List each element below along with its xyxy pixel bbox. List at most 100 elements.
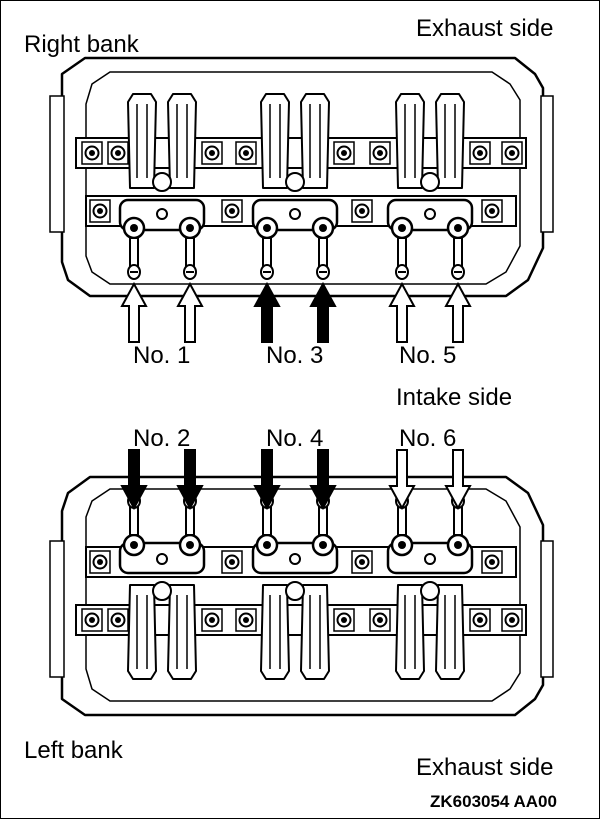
left-bank-label: Left bank bbox=[24, 737, 123, 764]
bolt-head bbox=[484, 554, 500, 570]
bolt-center bbox=[359, 559, 365, 565]
bolt-head bbox=[504, 612, 520, 628]
bolt-center bbox=[489, 208, 495, 214]
rocker-boss bbox=[420, 581, 440, 601]
head-outline bbox=[60, 475, 545, 717]
bolt-center bbox=[209, 617, 215, 623]
cylinder-no1-label: No. 1 bbox=[133, 342, 191, 369]
adjuster-rod bbox=[262, 237, 272, 269]
adjuster-center bbox=[130, 541, 138, 549]
arrow-outline-icon bbox=[444, 281, 472, 343]
rocker-arm bbox=[167, 93, 197, 189]
bolt-head bbox=[224, 203, 240, 219]
left-flange bbox=[49, 540, 65, 678]
rocker-arm bbox=[395, 584, 425, 680]
adjuster-rod bbox=[129, 237, 139, 269]
bridge-hole bbox=[424, 208, 436, 220]
head-outline bbox=[60, 56, 545, 298]
arrow-filled-icon bbox=[253, 449, 281, 511]
adjuster-center bbox=[186, 224, 194, 232]
adjuster-rod bbox=[453, 237, 463, 269]
intake-side-label: Intake side bbox=[396, 384, 513, 411]
bolt-center bbox=[89, 150, 95, 156]
bolt-head bbox=[204, 145, 220, 161]
bolt-head bbox=[84, 145, 100, 161]
adjuster-center bbox=[454, 541, 462, 549]
rocker-arm bbox=[395, 93, 425, 189]
arrow-filled-icon bbox=[253, 281, 281, 343]
top-exhaust-side-label: Exhaust side bbox=[416, 15, 554, 42]
bolt-center bbox=[509, 150, 515, 156]
bolt-center bbox=[243, 150, 249, 156]
bolt-center bbox=[341, 617, 347, 623]
right-flange bbox=[540, 540, 554, 678]
arrow-filled-icon bbox=[309, 449, 337, 511]
right-flange bbox=[540, 95, 554, 233]
rocker-boss bbox=[285, 172, 305, 192]
bolt-center bbox=[97, 559, 103, 565]
adjuster-rod bbox=[397, 237, 407, 269]
bolt-head bbox=[354, 203, 370, 219]
right-bank-label: Right bank bbox=[24, 31, 139, 58]
rocker-arm bbox=[300, 93, 330, 189]
bolt-center bbox=[489, 559, 495, 565]
bolt-center bbox=[115, 617, 121, 623]
arrow-outline-icon bbox=[388, 449, 416, 511]
bridge-hole bbox=[289, 553, 301, 565]
head-inner-outline bbox=[85, 488, 521, 702]
bolt-center bbox=[229, 208, 235, 214]
adjuster-center bbox=[263, 541, 271, 549]
cylinder-no2-label: No. 2 bbox=[133, 425, 191, 452]
bottom-exhaust-side-label: Exhaust side bbox=[416, 754, 554, 781]
cylinder-no4-label: No. 4 bbox=[266, 425, 324, 452]
arrow-outline-icon bbox=[120, 281, 148, 343]
adjuster-center bbox=[263, 224, 271, 232]
bolt-head bbox=[354, 554, 370, 570]
arrow-outline-icon bbox=[388, 281, 416, 343]
left-flange bbox=[49, 95, 65, 233]
rocker-boss bbox=[152, 172, 172, 192]
adjuster-center bbox=[130, 224, 138, 232]
bridge-hole bbox=[424, 553, 436, 565]
right-bank-cylinder-head bbox=[49, 56, 554, 298]
rocker-arm bbox=[300, 584, 330, 680]
bolt-head bbox=[238, 612, 254, 628]
arrow-filled-icon bbox=[120, 449, 148, 511]
adjuster-center bbox=[454, 224, 462, 232]
bolt-center bbox=[97, 208, 103, 214]
arrow-filled-icon bbox=[176, 449, 204, 511]
bolt-center bbox=[377, 150, 383, 156]
cylinder-no6-label: No. 6 bbox=[399, 425, 457, 452]
bolt-center bbox=[359, 208, 365, 214]
bolt-head bbox=[110, 612, 126, 628]
left-bank-arrows bbox=[120, 449, 472, 511]
bolt-head bbox=[472, 612, 488, 628]
figure-code: ZK603054 AA00 bbox=[430, 792, 557, 811]
head-inner-outline bbox=[85, 71, 521, 285]
bolt-head bbox=[504, 145, 520, 161]
arrow-outline-icon bbox=[176, 281, 204, 343]
bolt-head bbox=[238, 145, 254, 161]
bolt-head bbox=[92, 203, 108, 219]
rocker-arm bbox=[435, 93, 465, 189]
bolt-center bbox=[243, 617, 249, 623]
bolt-center bbox=[341, 150, 347, 156]
adjuster-rod bbox=[318, 237, 328, 269]
left-bank-cylinder-head bbox=[49, 475, 554, 717]
bolt-head bbox=[92, 554, 108, 570]
bolt-center bbox=[209, 150, 215, 156]
bolt-head bbox=[336, 145, 352, 161]
bolt-center bbox=[89, 617, 95, 623]
bolt-head bbox=[372, 612, 388, 628]
bolt-head bbox=[372, 145, 388, 161]
right-bank-arrows bbox=[120, 281, 472, 343]
adjuster-center bbox=[398, 224, 406, 232]
bridge-hole bbox=[156, 553, 168, 565]
rocker-boss bbox=[420, 172, 440, 192]
rocker-arm bbox=[435, 584, 465, 680]
adjuster-rod bbox=[185, 237, 195, 269]
rocker-arm bbox=[127, 584, 157, 680]
bolt-center bbox=[115, 150, 121, 156]
